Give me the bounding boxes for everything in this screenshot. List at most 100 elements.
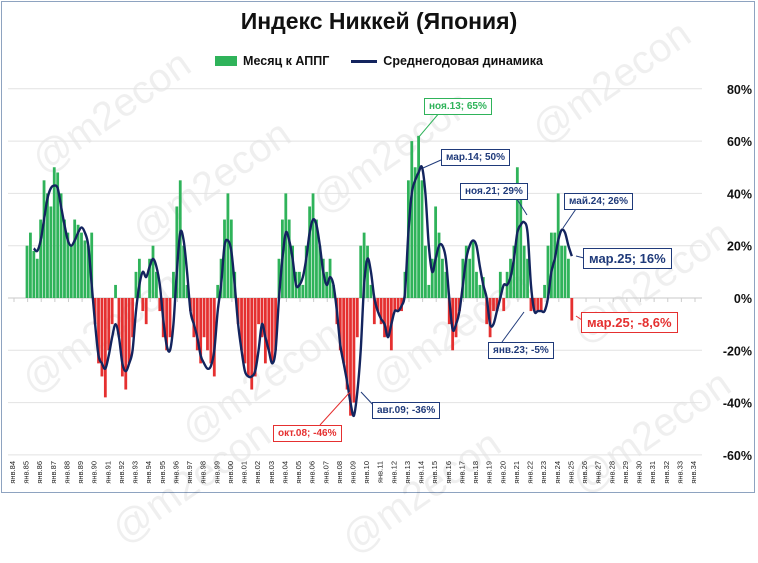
annotation-nov21: ноя.21; 29% xyxy=(460,183,528,200)
x-tick-label: янв.32 xyxy=(662,461,671,484)
bar xyxy=(192,298,196,338)
bar xyxy=(386,298,390,338)
bar xyxy=(206,298,209,351)
x-tick-label: янв.91 xyxy=(103,461,112,484)
bar xyxy=(66,232,70,298)
bar xyxy=(107,298,111,351)
bar xyxy=(52,167,56,298)
x-tick-label: янв.30 xyxy=(635,461,644,484)
chart-frame xyxy=(1,1,755,493)
x-tick-label: янв.99 xyxy=(212,461,221,484)
x-tick-label: янв.01 xyxy=(240,461,249,484)
x-tick-label: янв.03 xyxy=(267,461,276,484)
x-tick-label: янв.29 xyxy=(621,461,630,484)
bar xyxy=(383,298,386,338)
bar xyxy=(338,298,342,351)
chart-title: Индекс Никкей (Япония) xyxy=(240,8,518,34)
bar xyxy=(175,206,179,298)
x-tick-label: янв.22 xyxy=(526,461,535,484)
annotation-nov13: ноя.13; 65% xyxy=(424,98,492,115)
bar xyxy=(318,245,322,298)
bar xyxy=(471,240,475,298)
bar xyxy=(39,219,43,298)
bar xyxy=(137,258,141,298)
x-tick-label: янв.09 xyxy=(349,461,358,484)
bar xyxy=(277,258,281,298)
x-tick-label: янв.85 xyxy=(22,461,31,484)
bar xyxy=(376,298,380,312)
bar xyxy=(519,193,523,298)
bar xyxy=(165,298,169,351)
bar xyxy=(308,206,312,298)
x-tick-label: янв.34 xyxy=(689,461,698,484)
bar xyxy=(46,193,49,298)
x-tick-label: янв.06 xyxy=(308,461,317,484)
bar xyxy=(199,298,203,364)
annotation-leader xyxy=(417,111,441,139)
x-tick-label: янв.12 xyxy=(389,461,398,484)
bar xyxy=(526,258,529,298)
bar xyxy=(59,193,63,298)
bar xyxy=(413,167,417,298)
bar xyxy=(103,298,107,398)
annotation-mar25-bar: мар.25; -8,6% xyxy=(581,312,678,333)
legend-label-line: Среднегодовая динамика xyxy=(383,54,543,68)
x-tick-label: янв.23 xyxy=(539,461,548,484)
bar xyxy=(148,258,151,298)
bar xyxy=(270,298,274,364)
x-tick-label: янв.19 xyxy=(485,461,494,484)
bar xyxy=(90,232,94,298)
bar xyxy=(359,245,363,298)
bar xyxy=(209,298,213,364)
bar xyxy=(553,232,557,298)
bar xyxy=(63,219,66,298)
bar xyxy=(304,245,308,298)
bar xyxy=(284,193,288,298)
bar xyxy=(430,258,434,298)
x-tick-label: янв.26 xyxy=(580,461,589,484)
bar xyxy=(454,298,458,338)
y-tick-label: -40% xyxy=(723,397,752,411)
bar xyxy=(267,298,271,351)
bar xyxy=(240,298,243,351)
bar xyxy=(100,298,104,377)
x-tick-label: янв.89 xyxy=(76,461,85,484)
x-tick-label: янв.98 xyxy=(199,461,208,484)
bar xyxy=(464,245,468,298)
bar xyxy=(73,219,77,298)
bar xyxy=(263,298,267,364)
bar xyxy=(444,271,448,298)
bar xyxy=(216,284,220,298)
x-tick-label: янв.13 xyxy=(403,461,412,484)
bar xyxy=(226,193,230,298)
annotation-leader xyxy=(319,391,351,426)
bar xyxy=(437,232,441,298)
legend-item-bars: Месяц к АППГ xyxy=(215,54,329,68)
x-tick-label: янв.18 xyxy=(471,461,480,484)
bar xyxy=(301,284,305,298)
bar xyxy=(151,245,155,298)
x-tick-label: янв.25 xyxy=(566,461,575,484)
bar xyxy=(369,284,373,298)
bar xyxy=(182,245,186,298)
bar xyxy=(35,258,39,298)
bar xyxy=(539,298,543,312)
bar xyxy=(195,298,199,351)
bar xyxy=(549,232,553,298)
annotation-may24: май.24; 26% xyxy=(564,193,633,210)
bar xyxy=(512,245,516,298)
bar xyxy=(274,298,277,351)
y-tick-label: -20% xyxy=(723,344,752,358)
bar xyxy=(185,284,189,298)
legend: Месяц к АППГ Среднегодовая динамика xyxy=(0,54,758,68)
bar xyxy=(315,219,318,298)
annotation-mar14: мар.14; 50% xyxy=(441,149,510,166)
x-tick-label: янв.27 xyxy=(594,461,603,484)
bar xyxy=(379,298,383,325)
bar xyxy=(131,298,134,338)
bar xyxy=(141,298,145,312)
bar xyxy=(202,298,206,338)
x-tick-label: янв.33 xyxy=(675,461,684,484)
bar xyxy=(424,245,427,298)
average-line xyxy=(32,165,573,418)
